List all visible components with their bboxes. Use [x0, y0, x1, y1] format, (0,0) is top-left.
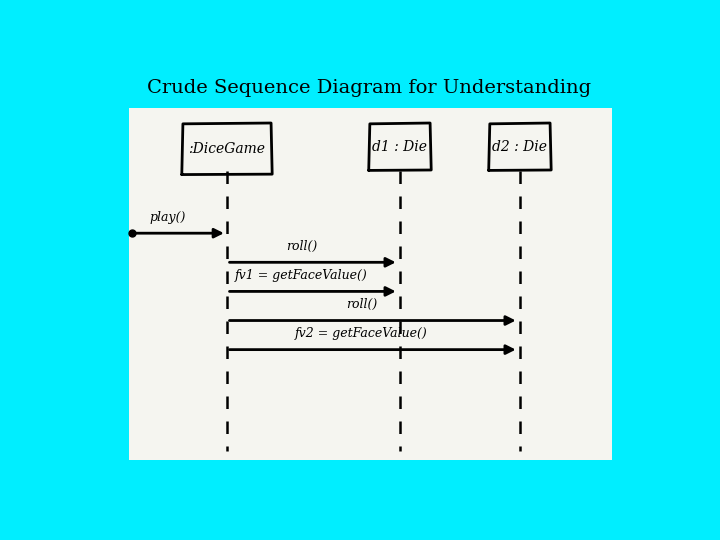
Text: roll(): roll(): [346, 299, 377, 312]
FancyBboxPatch shape: [129, 109, 612, 460]
Text: Crude Sequence Diagram for Understanding: Crude Sequence Diagram for Understanding: [147, 79, 591, 97]
Text: d1 : Die: d1 : Die: [372, 140, 427, 154]
Text: play(): play(): [150, 211, 186, 224]
Text: d2 : Die: d2 : Die: [492, 140, 547, 154]
Text: roll(): roll(): [286, 240, 317, 253]
Text: fv2 = getFaceValue(): fv2 = getFaceValue(): [295, 327, 428, 341]
Text: :DiceGame: :DiceGame: [188, 142, 265, 156]
Text: fv1 = getFaceValue(): fv1 = getFaceValue(): [235, 269, 368, 282]
